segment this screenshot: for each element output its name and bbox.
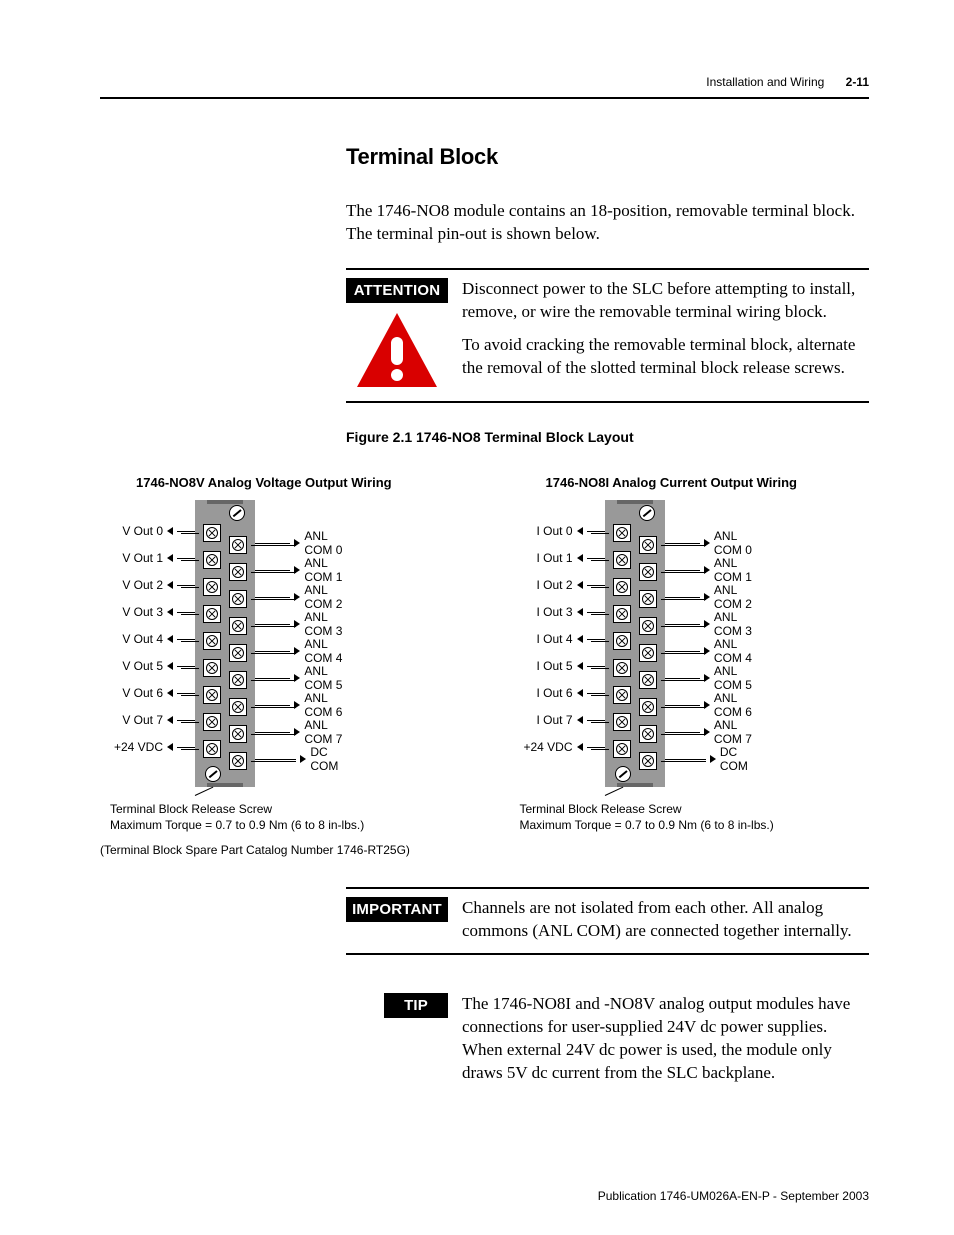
release-screw-icon [615, 766, 631, 782]
attention-p1: Disconnect power to the SLC before attem… [462, 278, 869, 324]
tip-text: The 1746-NO8I and -NO8V analog output mo… [462, 993, 869, 1085]
current-right-labels: ANL COM 0 ANL COM 1 ANL COM 2 ANL COM 3 … [665, 500, 765, 773]
attention-p2: To avoid cracking the removable terminal… [462, 334, 869, 380]
tip-callout: TIP The 1746-NO8I and -NO8V analog outpu… [346, 985, 869, 1095]
current-note: Terminal Block Release Screw Maximum Tor… [520, 795, 870, 833]
important-callout: IMPORTANT Channels are not isolated from… [346, 887, 869, 955]
voltage-title: 1746-NO8V Analog Voltage Output Wiring [136, 475, 460, 490]
figure-caption: Figure 2.1 1746-NO8 Terminal Block Layou… [346, 429, 869, 445]
terminal-diagrams: 1746-NO8V Analog Voltage Output Wiring V… [100, 475, 869, 833]
tip-label: TIP [384, 993, 448, 1018]
important-text: Channels are not isolated from each othe… [462, 897, 869, 943]
spare-part-note: (Terminal Block Spare Part Catalog Numbe… [100, 843, 869, 857]
attention-label: ATTENTION [346, 278, 448, 303]
voltage-diagram: 1746-NO8V Analog Voltage Output Wiring V… [100, 475, 460, 833]
voltage-terminal-block [195, 500, 255, 787]
current-title: 1746-NO8I Analog Current Output Wiring [546, 475, 870, 490]
intro-text: The 1746-NO8 module contains an 18-posit… [346, 200, 869, 246]
voltage-note: Terminal Block Release Screw Maximum Tor… [110, 795, 460, 833]
attention-callout: ATTENTION Disconnect power to the SLC be… [346, 268, 869, 403]
release-screw-icon [229, 505, 245, 521]
current-terminal-block [605, 500, 665, 787]
current-diagram: 1746-NO8I Analog Current Output Wiring I… [510, 475, 870, 833]
page-header: Installation and Wiring 2-11 [100, 75, 869, 89]
voltage-right-labels: ANL COM 0 ANL COM 1 ANL COM 2 ANL COM 3 … [255, 500, 355, 773]
page-number: 2-11 [846, 75, 869, 89]
important-label: IMPORTANT [346, 897, 448, 922]
header-rule [100, 97, 869, 99]
section-title: Terminal Block [346, 144, 869, 170]
publication-footer: Publication 1746-UM026A-EN-P - September… [598, 1189, 869, 1203]
release-screw-icon [205, 766, 221, 782]
chapter-name: Installation and Wiring [706, 75, 824, 89]
warning-icon [346, 311, 448, 391]
release-screw-icon [639, 505, 655, 521]
